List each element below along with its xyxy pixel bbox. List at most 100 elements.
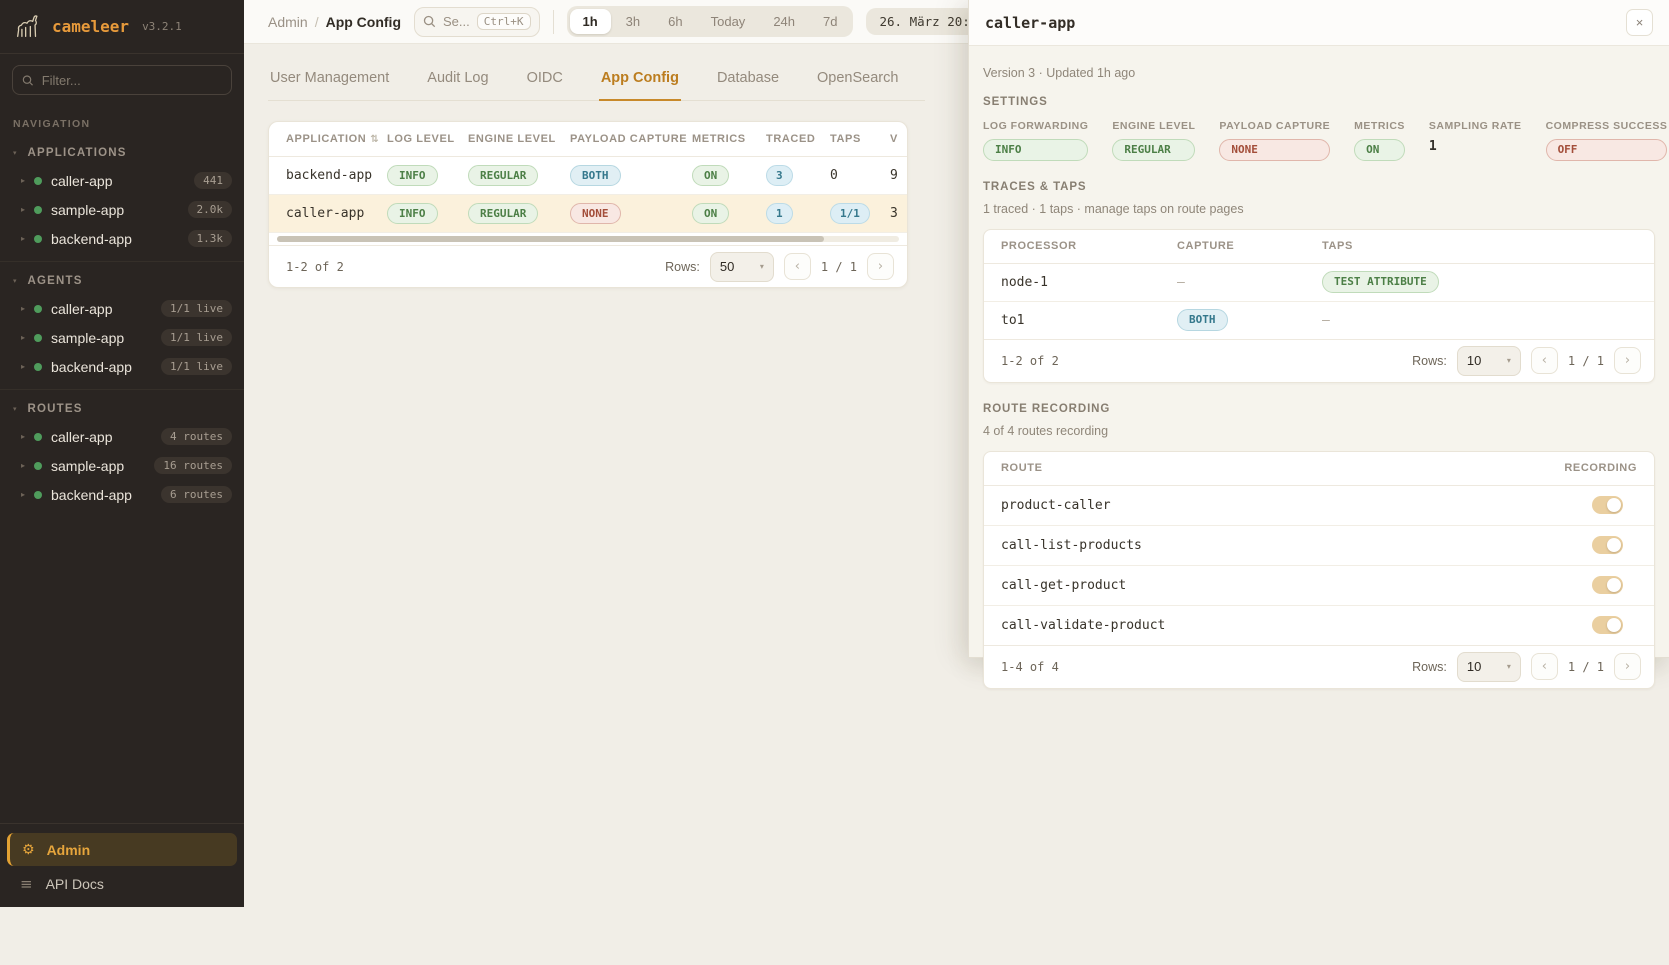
status-dot: [34, 333, 43, 342]
item-label: sample-app: [51, 457, 125, 474]
range-text: 1-4 of 4: [1001, 659, 1059, 674]
tab-opensearch[interactable]: OpenSearch: [817, 70, 899, 86]
tab-app-config[interactable]: App Config: [598, 70, 681, 101]
rows-per-page-select[interactable]: 10 ▾: [1456, 651, 1521, 682]
filter-field[interactable]: [41, 72, 222, 88]
breadcrumb: Admin / App Config: [268, 14, 401, 30]
range-button-7d[interactable]: 7d: [810, 9, 850, 34]
detail-drawer-caller-app: caller-app × Version 3 · Updated 1h ago …: [968, 0, 1669, 689]
range-text: 1-2 of 2: [1001, 353, 1059, 368]
version-meta: Version 3 · Updated 1h ago: [983, 66, 1136, 80]
setting-value-badge: REGULAR: [1112, 139, 1196, 161]
rows-label: Rows:: [665, 259, 700, 274]
sidebar-item-api-docs[interactable]: ≡ API Docs: [7, 866, 237, 895]
global-search[interactable]: Se... Ctrl+K: [414, 6, 540, 37]
range-button-3h[interactable]: 3h: [613, 9, 653, 34]
app-config-table: APPLICATION ⇅ LOG LEVEL ENGINE LEVEL PAY…: [268, 121, 908, 288]
date-range-picker[interactable]: 26. März 20:48 — now: [866, 8, 968, 35]
range-button-6h[interactable]: 6h: [655, 9, 695, 34]
recording-toggle-on[interactable]: [1592, 576, 1623, 595]
count-badge: 1.3k: [187, 230, 232, 247]
camel-logo-icon: [17, 14, 38, 37]
column-traced: TRACED: [766, 133, 816, 145]
route-recording-table: ROUTE RECORDING product-caller call-list…: [983, 450, 1655, 689]
rows-per-page-select[interactable]: 10 ▾: [1456, 345, 1521, 376]
sidebar-item-routes-sample-app[interactable]: ▸ sample-app 16 routes: [0, 451, 244, 480]
prev-page-button[interactable]: ‹: [1530, 653, 1558, 681]
recording-toggle-on[interactable]: [1592, 496, 1623, 515]
item-label: sample-app: [51, 329, 125, 346]
setting-label: PAYLOAD CAPTURE: [1219, 120, 1331, 132]
tab-oidc[interactable]: OIDC: [526, 70, 563, 86]
sidebar-item-agents-backend-app[interactable]: ▸ backend-app 1/1 live: [0, 352, 244, 381]
tab-user-management[interactable]: User Management: [270, 70, 390, 86]
recording-toggle-on[interactable]: [1592, 536, 1623, 555]
prev-page-button[interactable]: ‹: [1530, 347, 1558, 375]
prev-page-button[interactable]: ‹: [783, 253, 811, 280]
cell-version: 3: [890, 206, 898, 221]
cell-route: call-validate-product: [1001, 617, 1166, 633]
payload-capture-badge: NONE: [570, 202, 621, 225]
sidebar: cameleer v3.2.1 NAVIGATION ▾ APPLICATION…: [0, 0, 244, 907]
chevron-down-icon: ▾: [1506, 356, 1511, 366]
section-header-agents[interactable]: ▾ AGENTS: [0, 268, 244, 294]
chevron-down-icon: ▾: [13, 277, 17, 285]
sidebar-item-routes-backend-app[interactable]: ▸ backend-app 6 routes: [0, 480, 244, 509]
table-footer: 1-2 of 2 Rows: 50 ▾ ‹ 1 / 1 ›: [269, 245, 907, 287]
recording-header-row: ROUTE RECORDING: [984, 452, 1654, 486]
column-application[interactable]: APPLICATION ⇅: [286, 133, 387, 145]
main-header: Admin / App Config Se... Ctrl+K 1h 3h 6h…: [244, 0, 968, 44]
rows-per-page-select[interactable]: 50 ▾: [709, 251, 774, 282]
sidebar-item-admin[interactable]: ⚙ Admin: [7, 833, 237, 866]
section-label: APPLICATIONS: [27, 147, 127, 159]
range-button-1h[interactable]: 1h: [569, 9, 611, 34]
close-icon[interactable]: ×: [1626, 9, 1653, 36]
chevron-right-icon: ▸: [21, 234, 26, 243]
section-header-routes[interactable]: ▾ ROUTES: [0, 396, 244, 422]
scrollbar-thumb[interactable]: [277, 236, 825, 242]
range-text: 1-2 of 2: [286, 259, 344, 274]
log-level-badge: INFO: [387, 202, 438, 225]
column-route: ROUTE: [1001, 462, 1043, 475]
section-header-applications[interactable]: ▾ APPLICATIONS: [0, 140, 244, 166]
chevron-right-icon: ▸: [21, 333, 26, 342]
next-page-button[interactable]: ›: [1614, 653, 1641, 681]
cell-application: backend-app: [286, 168, 373, 183]
taps-count-badge: 1/1: [830, 203, 870, 224]
sidebar-item-applications-sample-app[interactable]: ▸ sample-app 2.0k: [0, 195, 244, 224]
brand-name: cameleer: [52, 17, 130, 36]
setting-value-badge: INFO: [983, 139, 1089, 161]
date-from: 26. März 20:48: [879, 14, 968, 29]
recording-toggle-on[interactable]: [1592, 616, 1623, 635]
page-indicator: 1 / 1: [1567, 659, 1604, 674]
setting-value-badge: NONE: [1219, 139, 1331, 161]
range-button-24h[interactable]: 24h: [760, 9, 808, 34]
status-dot: [34, 234, 43, 243]
range-button-today[interactable]: Today: [698, 9, 759, 34]
chevron-right-icon: ▸: [21, 490, 26, 499]
routes-badge: 16 routes: [154, 457, 232, 474]
tab-database[interactable]: Database: [716, 70, 780, 86]
column-metrics: METRICS: [692, 133, 746, 145]
sidebar-item-agents-sample-app[interactable]: ▸ sample-app 1/1 live: [0, 323, 244, 352]
sidebar-item-routes-caller-app[interactable]: ▸ caller-app 4 routes: [0, 422, 244, 451]
chevron-right-icon: ▸: [21, 461, 26, 470]
table-row-caller-app[interactable]: caller-app INFO REGULAR NONE ON 1 1/1 3: [269, 195, 907, 233]
sidebar-item-agents-caller-app[interactable]: ▸ caller-app 1/1 live: [0, 294, 244, 323]
sidebar-filter-input[interactable]: [12, 65, 232, 95]
next-page-button[interactable]: ›: [867, 253, 894, 280]
trace-row-node-1[interactable]: node-1 — TEST ATTRIBUTE: [984, 264, 1654, 302]
log-level-badge: INFO: [387, 164, 438, 187]
sort-icon: ⇅: [370, 133, 380, 145]
sidebar-item-applications-caller-app[interactable]: ▸ caller-app 441: [0, 166, 244, 195]
live-badge: 1/1 live: [161, 358, 232, 375]
trace-row-to1[interactable]: to1 BOTH —: [984, 302, 1654, 340]
setting-label: LOG FORWARDING: [983, 120, 1089, 132]
breadcrumb-admin[interactable]: Admin: [268, 13, 308, 30]
tab-audit-log[interactable]: Audit Log: [427, 70, 489, 86]
setting-label: SAMPLING RATE: [1428, 120, 1522, 132]
next-page-button[interactable]: ›: [1614, 347, 1641, 375]
table-row-backend-app[interactable]: backend-app INFO REGULAR BOTH ON 3 0 9: [269, 157, 907, 195]
capture-badge: BOTH: [1177, 309, 1228, 332]
sidebar-item-applications-backend-app[interactable]: ▸ backend-app 1.3k: [0, 224, 244, 253]
